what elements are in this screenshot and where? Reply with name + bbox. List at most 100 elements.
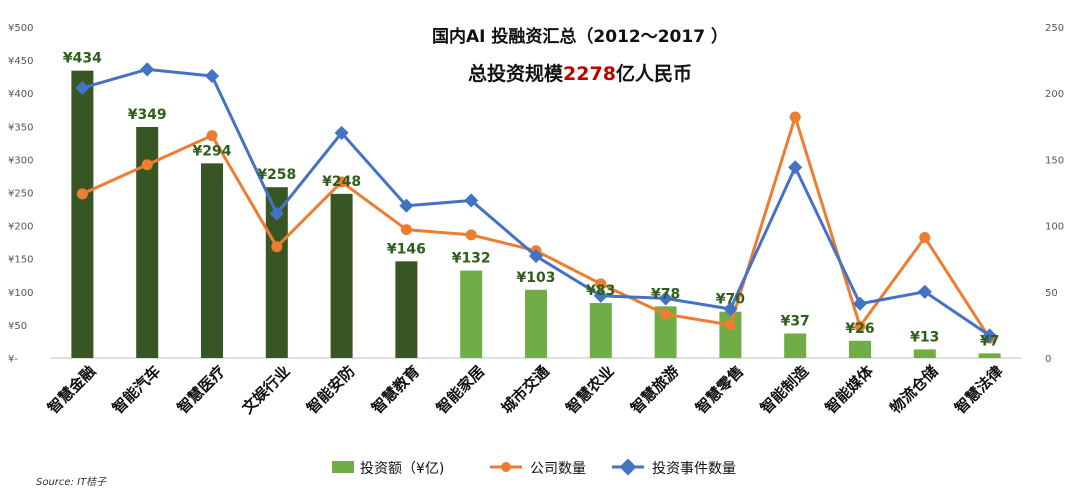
y-right-tick: 100: [1045, 222, 1064, 233]
events-point: [399, 198, 414, 213]
companies-point: [400, 224, 412, 236]
companies-point: [789, 111, 801, 123]
companies-point: [465, 229, 477, 241]
legend-label-investment: 投资额（¥亿): [360, 461, 444, 477]
x-tick-label: 文娱行业: [238, 362, 293, 417]
bar-data-label: ¥103: [517, 270, 556, 286]
y-right-tick: 0: [1045, 354, 1051, 365]
events-point: [788, 160, 803, 175]
y-axis-right: 0 50 100 150 200 250: [1045, 23, 1064, 365]
companies-point: [76, 188, 88, 200]
y-right-tick: 250: [1045, 23, 1064, 34]
bar: [460, 270, 483, 358]
x-tick-label: 物流仓储: [886, 362, 941, 417]
x-tick-label: 智慧医疗: [174, 362, 229, 417]
bar-data-label: ¥349: [128, 107, 167, 123]
x-tick-label: 智慧农业: [562, 362, 617, 417]
x-axis-ticks: 智慧金融 智能汽车 智慧医疗 文娱行业 智能安防 智慧教育 智能家居 城市交通 智慧农业 智慧旅游…: [44, 361, 1006, 417]
bar-data-label: ¥7: [980, 333, 999, 349]
chart-title: 国内AI 投融资汇总（2012～2017 ）: [432, 26, 728, 47]
events-point: [204, 68, 220, 84]
bar: [654, 306, 677, 358]
events-point: [982, 328, 997, 343]
bar-data-label: ¥146: [387, 241, 426, 257]
bar: [201, 163, 223, 358]
companies-point: [336, 176, 348, 188]
bar: [978, 353, 1001, 358]
bar-data-label: ¥132: [452, 251, 491, 267]
legend-marker-companies: [501, 462, 511, 472]
bar-data-label: ¥258: [257, 167, 296, 183]
companies-point: [854, 320, 866, 332]
bar-data-label: ¥13: [910, 329, 939, 345]
companies-point: [919, 232, 931, 244]
bar: [71, 70, 94, 358]
companies-point: [271, 241, 283, 253]
bar: [719, 311, 742, 358]
legend-label-events: 投资事件数量: [652, 461, 736, 477]
x-tick-label: 智慧零售: [692, 362, 747, 417]
subtitle-prefix: 总投资规模: [468, 62, 564, 85]
bar: [330, 193, 353, 358]
bar-data-label: ¥83: [586, 283, 615, 299]
bar-data-label: ¥37: [781, 314, 810, 330]
bar-data-label: ¥294: [193, 143, 232, 159]
events-point: [464, 193, 479, 208]
bar: [395, 261, 418, 358]
bar: [784, 333, 807, 358]
bars-investment: [71, 70, 1001, 358]
x-tick-label: 智慧旅游: [627, 362, 682, 417]
legend-swatch-investment: [332, 461, 354, 473]
bar: [913, 349, 936, 358]
y-left-tick: ¥450: [8, 56, 33, 67]
x-tick-label: 城市交通: [498, 362, 553, 417]
bar-data-label: ¥78: [651, 286, 680, 302]
y-left-tick: ¥500: [8, 23, 33, 34]
y-left-tick: ¥200: [8, 222, 33, 233]
y-right-tick: 150: [1045, 155, 1064, 166]
events-point: [593, 288, 608, 303]
chart-subtitle: 总投资规模2278亿人民币: [468, 62, 692, 85]
x-tick-label: 智能汽车: [109, 362, 164, 417]
y-left-tick: ¥-: [8, 354, 18, 365]
y-left-tick: ¥300: [8, 155, 33, 166]
companies-point: [660, 308, 672, 320]
events-point: [528, 248, 544, 264]
companies-point: [595, 278, 607, 290]
bar-data-labels: ¥434 ¥349 ¥294 ¥258 ¥248 ¥146 ¥132 ¥103 ¥83 ¥78 ¥7…: [63, 51, 999, 350]
y-left-tick: ¥100: [8, 288, 33, 299]
events-point: [334, 125, 349, 140]
events-point: [269, 206, 284, 221]
bar-data-label: ¥248: [322, 174, 361, 190]
y-left-tick: ¥250: [8, 189, 33, 200]
bar: [849, 340, 871, 358]
bar-data-label: ¥434: [63, 51, 102, 67]
y-left-tick: ¥50: [8, 321, 27, 332]
subtitle-suffix: 亿人民币: [616, 62, 692, 85]
y-right-tick: 200: [1045, 89, 1064, 100]
bar: [265, 187, 288, 358]
events-point: [140, 62, 155, 77]
y-right-tick: 50: [1045, 288, 1058, 299]
series-events: [75, 62, 997, 343]
bar-data-label: ¥70: [716, 292, 745, 308]
subtitle-total: 2278: [563, 63, 616, 85]
x-tick-label: 智慧教育: [368, 362, 423, 417]
legend: 投资额（¥亿) 公司数量 投资事件数量: [332, 458, 736, 477]
events-point: [852, 296, 868, 311]
bar: [136, 126, 159, 358]
y-left-tick: ¥350: [8, 122, 33, 133]
x-tick-label: 智能安防: [303, 362, 358, 417]
source-note: Source: IT桔子: [36, 476, 107, 488]
events-point: [723, 301, 738, 317]
x-tick-label: 智能家居: [433, 362, 488, 417]
bar-data-label: ¥26: [845, 321, 874, 337]
companies-point: [206, 130, 218, 142]
companies-point: [724, 319, 736, 331]
companies-point: [141, 159, 153, 171]
events-point: [658, 291, 673, 306]
x-tick-label: 智慧金融: [44, 362, 99, 417]
y-left-tick: ¥150: [8, 255, 33, 266]
x-tick-label: 智能制造: [757, 362, 812, 417]
